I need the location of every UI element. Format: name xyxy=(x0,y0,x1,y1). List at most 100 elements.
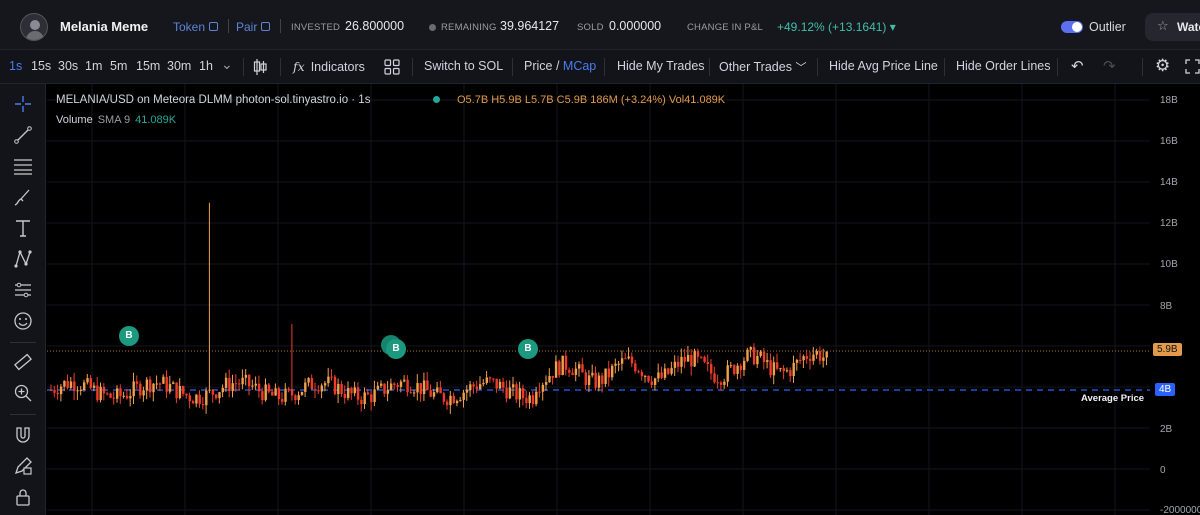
hide-avg-price-line-button[interactable]: Hide Avg Price Line xyxy=(829,59,938,73)
candlestick-type-icon[interactable] xyxy=(253,58,267,76)
candle-body xyxy=(376,385,380,390)
token-link[interactable]: Token xyxy=(173,20,219,34)
emoji-icon[interactable] xyxy=(13,311,33,331)
candle-body xyxy=(518,388,521,400)
candle-body xyxy=(584,372,587,385)
prediction-tool-icon[interactable] xyxy=(13,280,33,300)
interval-5m[interactable]: 5m xyxy=(110,59,128,73)
candle-body xyxy=(228,377,231,392)
candle-body xyxy=(185,393,188,396)
other-trades-dropdown[interactable]: Other Trades ﹀ xyxy=(719,59,806,75)
candle-body xyxy=(356,387,360,400)
price-mcap-toggle[interactable]: Price / MCap xyxy=(524,59,597,73)
interval-chevron-down-icon[interactable]: ⌄ xyxy=(221,56,233,72)
trend-line-icon[interactable] xyxy=(13,125,33,145)
candle-body xyxy=(535,391,538,405)
buy-marker[interactable]: B xyxy=(119,326,139,346)
divider xyxy=(243,58,244,76)
ruler-icon[interactable] xyxy=(13,352,33,372)
candle-body xyxy=(505,387,508,399)
candle-body xyxy=(353,387,356,394)
volume-sma: SMA 9 xyxy=(97,114,131,126)
candle-body xyxy=(63,380,66,387)
price-axis[interactable]: 18B 16B 14B 12B 10B 8B 2B 0 -2000000 xyxy=(1150,84,1200,515)
divider xyxy=(1057,58,1058,76)
candle-body xyxy=(347,387,350,398)
candle-body xyxy=(66,380,69,388)
redo-icon[interactable]: ↷ xyxy=(1103,58,1116,75)
crosshair-icon[interactable] xyxy=(13,94,33,114)
pair-link[interactable]: Pair xyxy=(236,20,271,34)
zoom-in-icon[interactable] xyxy=(13,383,33,403)
interval-30s[interactable]: 30s xyxy=(58,59,79,73)
fib-retracement-icon[interactable] xyxy=(13,156,33,176)
candle-body xyxy=(802,356,805,361)
candle-body xyxy=(713,373,716,383)
candle-body xyxy=(294,395,297,400)
sold-value: 0.000000 xyxy=(609,19,662,33)
candle-body xyxy=(644,375,647,377)
candle-body xyxy=(729,365,733,367)
divider xyxy=(228,19,229,33)
indicators-button[interactable]: fx Indicators xyxy=(293,59,365,74)
hide-my-trades-button[interactable]: Hide My Trades xyxy=(617,59,705,73)
candle-body xyxy=(201,404,205,406)
interval-1s[interactable]: 1s xyxy=(9,59,23,73)
candle-body xyxy=(667,368,670,374)
interval-15m[interactable]: 15m xyxy=(136,59,161,73)
fullscreen-icon[interactable] xyxy=(1185,59,1200,74)
candle-body xyxy=(647,375,650,382)
candle-body xyxy=(525,398,528,404)
candle-body xyxy=(617,363,620,365)
magnet-icon[interactable] xyxy=(13,425,33,445)
pattern-icon[interactable] xyxy=(13,249,33,269)
interval-1m[interactable]: 1m xyxy=(85,59,103,73)
lock-icon[interactable] xyxy=(13,487,33,507)
candle-body xyxy=(564,355,568,370)
text-tool-icon[interactable] xyxy=(13,218,33,238)
price-chart[interactable] xyxy=(47,84,1150,515)
watchlist-label: Watc xyxy=(1177,20,1200,34)
switch-to-sol-button[interactable]: Switch to SOL xyxy=(424,59,504,73)
pair-link-label: Pair xyxy=(236,20,258,34)
candle-body xyxy=(155,383,158,385)
candle-body xyxy=(139,383,142,396)
price-tick: -2000000 xyxy=(1160,505,1200,515)
hide-order-lines-button[interactable]: Hide Order Lines xyxy=(956,59,1051,73)
pnl-value-dropdown[interactable]: +49.12% (+13.1641) ▾ xyxy=(777,20,896,34)
candle-body xyxy=(558,361,561,376)
candle-body xyxy=(789,370,792,377)
candle-body xyxy=(188,395,191,402)
interval-15s[interactable]: 15s xyxy=(31,59,52,73)
divider xyxy=(944,58,945,76)
candle-body xyxy=(528,395,531,404)
ohlc-values: O5.7B H5.9B L5.7B C5.9B 186M (+3.24%) Vo… xyxy=(457,94,726,106)
interval-30m[interactable]: 30m xyxy=(167,59,192,73)
candle-body xyxy=(416,383,419,393)
candle-body xyxy=(396,385,399,387)
undo-icon[interactable]: ↶ xyxy=(1071,58,1084,75)
candle-body xyxy=(218,392,221,399)
candle-body xyxy=(284,388,287,402)
candle-body xyxy=(277,388,281,400)
brush-icon[interactable] xyxy=(13,187,33,207)
settings-gear-icon[interactable]: ⚙ xyxy=(1155,56,1171,75)
candle-body xyxy=(782,368,785,372)
outlier-toggle[interactable] xyxy=(1061,21,1083,33)
watchlist-button[interactable]: ☆ Watc xyxy=(1145,13,1200,41)
candle-body xyxy=(805,356,809,359)
buy-marker[interactable]: B xyxy=(386,339,406,359)
candle-body xyxy=(267,384,271,392)
interval-1h[interactable]: 1h xyxy=(199,59,213,73)
lock-drawing-pencil-icon[interactable] xyxy=(13,456,33,476)
divider xyxy=(10,414,36,415)
candle-body xyxy=(769,360,772,376)
divider xyxy=(280,19,281,33)
candle-body xyxy=(56,392,59,395)
buy-marker[interactable]: B xyxy=(518,339,538,359)
candle-body xyxy=(406,379,409,393)
divider xyxy=(512,58,513,76)
candle-body xyxy=(182,386,185,394)
layout-grid-icon[interactable] xyxy=(384,59,400,75)
candle-body xyxy=(122,395,125,397)
